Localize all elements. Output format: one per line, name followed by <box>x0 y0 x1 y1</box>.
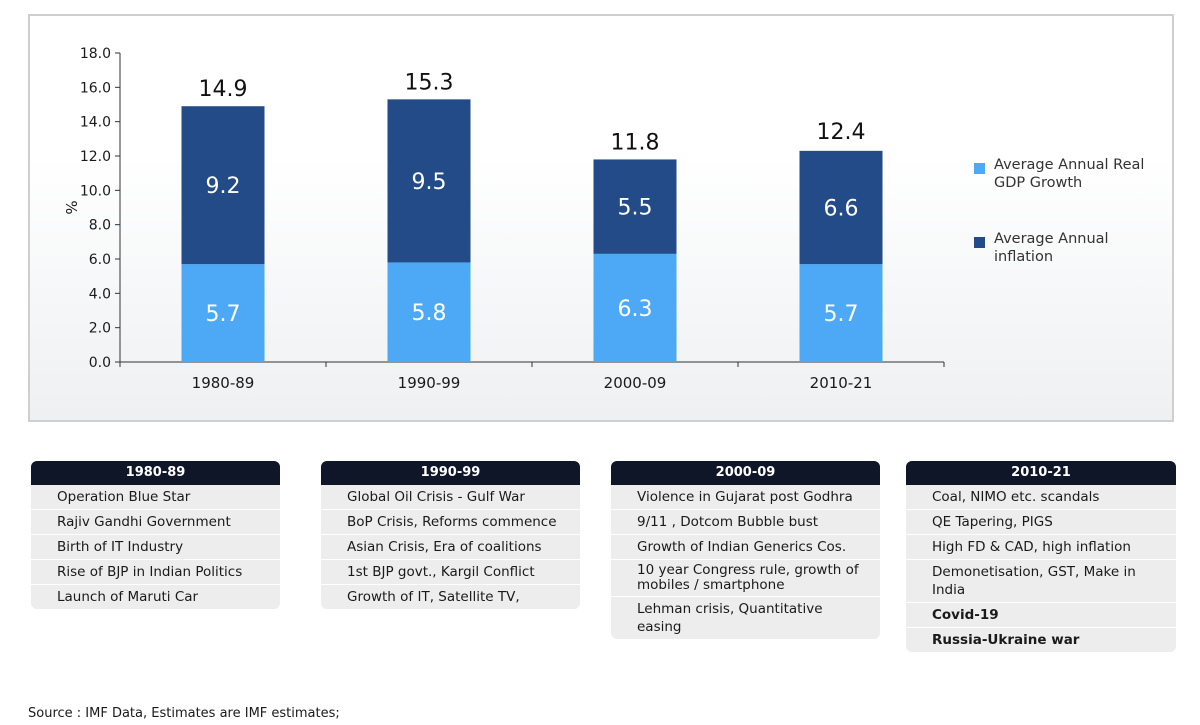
y-tick-label: 8.0 <box>89 218 111 234</box>
bar-inflation <box>593 159 677 254</box>
bar-data-label: 5.7 <box>824 302 859 327</box>
events-table-1980-89: 1980-89 Operation Blue Star Rajiv Gandhi… <box>31 461 280 609</box>
y-tick-label: 6.0 <box>89 252 111 268</box>
events-table-header: 2010-21 <box>906 461 1176 485</box>
x-tick-label: 2010-21 <box>810 374 873 392</box>
events-table-row: Russia-Ukraine war <box>932 632 1080 648</box>
events-table-row: Rise of BJP in Indian Politics <box>31 560 280 585</box>
events-table-row: Rajiv Gandhi Government <box>31 510 280 535</box>
events-table-row: Growth of IT, Satellite TV, <box>347 589 520 605</box>
y-axis-label: % <box>62 200 80 214</box>
legend-swatch <box>974 237 985 248</box>
x-tick-label: 2000-09 <box>604 374 667 392</box>
bar-total-label: 12.4 <box>817 120 866 145</box>
events-table-2000-09: 2000-09 Violence in Gujarat post Godhra … <box>611 461 880 639</box>
x-tick-label: 1980-89 <box>192 374 255 392</box>
events-table-row: Growth of Indian Generics Cos. <box>611 535 880 560</box>
bar-inflation <box>181 106 265 265</box>
events-table-row: Demonetisation, GST, Make in India <box>906 560 1176 603</box>
events-table-1990-99: 1990-99 Global Oil Crisis - Gulf War BoP… <box>321 461 580 609</box>
events-table-2010-21: 2010-21 Coal, NIMO etc. scandals QE Tape… <box>906 461 1176 652</box>
bar-total-label: 14.9 <box>199 77 248 102</box>
stacked-bar-chart: 0.0 2.0 4.0 6.0 8.0 10.0 12.0 14.0 16.0 18.0% 1980… <box>62 46 1144 392</box>
legend-label: GDP Growth <box>994 175 1082 191</box>
bar-data-label: 6.3 <box>618 297 653 322</box>
legend-label: inflation <box>994 249 1053 265</box>
bar-gdp-growth <box>181 264 265 362</box>
events-table-row: High FD & CAD, high inflation <box>906 535 1176 560</box>
y-tick-label: 12.0 <box>80 149 111 165</box>
bar-total-label: 15.3 <box>405 70 454 95</box>
events-table-row: 1st BJP govt., Kargil Conflict <box>321 560 580 585</box>
events-table-row: Coal, NIMO etc. scandals <box>906 485 1176 510</box>
y-tick-label: 4.0 <box>89 286 111 302</box>
x-tick-label: 1990-99 <box>398 374 461 392</box>
legend-label: Average Annual <box>994 231 1109 247</box>
y-tick-label: 0.0 <box>89 355 111 371</box>
bar-inflation <box>799 150 883 265</box>
events-table-header: 1990-99 <box>321 461 580 485</box>
bar-gdp-growth <box>593 253 677 362</box>
bar-inflation <box>387 99 471 263</box>
events-table-row: Birth of IT Industry <box>31 535 280 560</box>
y-tick-label: 14.0 <box>80 115 111 131</box>
events-table-row: 10 year Congress rule, growth of mobiles… <box>611 560 880 597</box>
events-table-row: Launch of Maruti Car <box>57 589 199 605</box>
y-tick-label: 18.0 <box>80 46 111 62</box>
events-table-row: Asian Crisis, Era of coalitions <box>321 535 580 560</box>
bar-data-label: 6.6 <box>824 197 859 222</box>
events-table-row: 9/11 , Dotcom Bubble bust <box>611 510 880 535</box>
bar-data-label: 5.5 <box>618 196 653 221</box>
events-table-header: 2000-09 <box>611 461 880 485</box>
bar-gdp-growth <box>799 264 883 362</box>
y-tick-label: 10.0 <box>80 183 111 199</box>
events-table-row: QE Tapering, PIGS <box>906 510 1176 535</box>
events-table-row: Covid-19 <box>906 603 1176 628</box>
bar-data-label: 9.5 <box>412 170 447 195</box>
chart-panel: 0.0 2.0 4.0 6.0 8.0 10.0 12.0 14.0 16.0 18.0% 1980… <box>28 14 1174 422</box>
y-tick-label: 2.0 <box>89 321 111 337</box>
events-table-row: BoP Crisis, Reforms commence <box>321 510 580 535</box>
events-table-row: Global Oil Crisis - Gulf War <box>321 485 580 510</box>
y-tick-label: 16.0 <box>80 80 111 96</box>
bar-data-label: 5.7 <box>206 302 241 327</box>
source-note: Source : IMF Data, Estimates are IMF est… <box>28 706 340 721</box>
bar-data-label: 5.8 <box>412 301 447 326</box>
legend-swatch <box>974 163 985 174</box>
bar-gdp-growth <box>387 262 471 362</box>
events-table-row: Violence in Gujarat post Godhra <box>611 485 880 510</box>
legend-label: Average Annual Real <box>994 157 1144 173</box>
bar-total-label: 11.8 <box>611 130 660 155</box>
events-table-header: 1980-89 <box>31 461 280 485</box>
events-table-row: Operation Blue Star <box>31 485 280 510</box>
events-table-row: Lehman crisis, Quantitative easing <box>637 601 823 635</box>
bar-data-label: 9.2 <box>206 174 241 199</box>
